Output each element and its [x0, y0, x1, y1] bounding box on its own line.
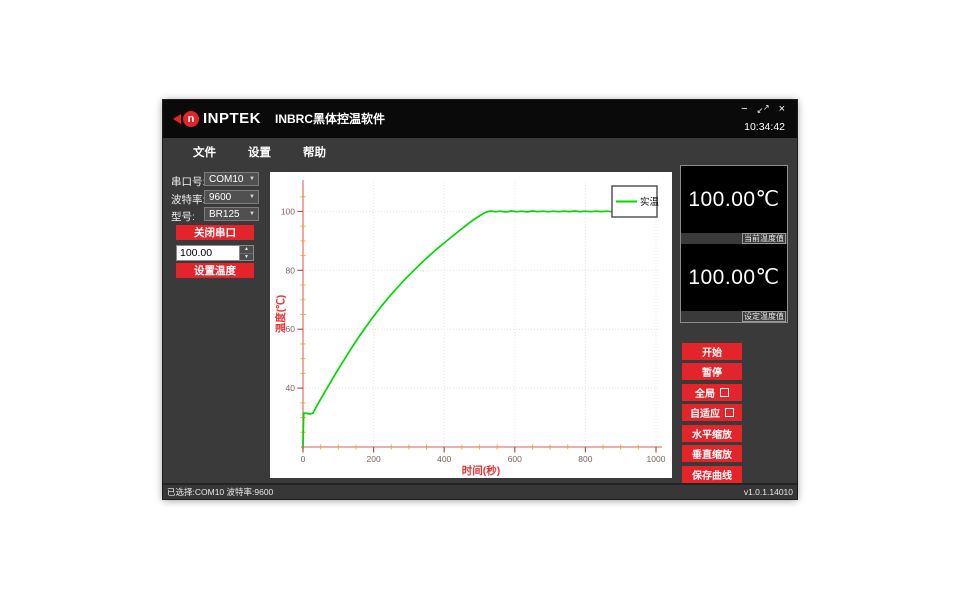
- status-bar: 已选择:COM10 波特率:9600 v1.0.1.14010: [163, 483, 797, 499]
- temperature-input[interactable]: [177, 246, 239, 260]
- brand-name: INPTEK: [203, 110, 262, 127]
- model-label: 型号:: [171, 211, 195, 223]
- start-button[interactable]: 开始: [682, 343, 742, 360]
- brand-logo-icon: n: [183, 110, 199, 127]
- app-title: INBRC黑体控温软件: [275, 112, 386, 126]
- x-tick-label: 600: [508, 454, 522, 464]
- legend-label: 实温: [640, 196, 660, 208]
- x-tick-label: 1000: [647, 454, 666, 464]
- version-label: v1.0.1.14010: [743, 487, 793, 497]
- temperature-displays: 100.00℃ 当前温度值 100.00℃ 设定温度值: [680, 165, 788, 323]
- restore-icon[interactable]: ↗ ↙: [756, 102, 770, 115]
- series-实温: [302, 210, 657, 448]
- chevron-down-icon: ▼: [249, 211, 255, 217]
- temperature-stepper: ▲ ▼: [176, 245, 254, 261]
- global-checkbox[interactable]: [720, 388, 729, 397]
- horizontal-zoom-button[interactable]: 水平缩放: [682, 425, 742, 442]
- x-tick-label: 0: [301, 454, 306, 464]
- setpoint-temperature-display: 100.00℃: [681, 244, 787, 311]
- baud-rate-select[interactable]: 9600 ▼: [204, 190, 259, 204]
- close-port-button[interactable]: 关闭串口: [176, 225, 254, 240]
- minimize-icon[interactable]: −: [741, 103, 748, 115]
- vertical-zoom-button[interactable]: 垂直缩放: [682, 445, 742, 462]
- status-connection: 已选择:COM10 波特率:9600: [167, 487, 274, 497]
- set-temperature-button[interactable]: 设置温度: [176, 263, 254, 278]
- x-axis-title: 时间(秒): [462, 464, 501, 477]
- y-tick-label: 40: [286, 383, 296, 393]
- x-tick-label: 400: [437, 454, 451, 464]
- current-temperature-label: 当前温度值: [742, 233, 786, 244]
- pause-button[interactable]: 暂停: [682, 363, 742, 380]
- current-temperature-display: 100.00℃: [681, 166, 787, 233]
- close-icon[interactable]: ×: [778, 103, 785, 115]
- setpoint-temperature-label: 设定温度值: [742, 311, 786, 322]
- menu-settings[interactable]: 设置: [248, 147, 271, 159]
- baud-rate-label: 波特率:: [171, 194, 206, 206]
- adaptive-button[interactable]: 自适应: [682, 404, 742, 421]
- menu-file[interactable]: 文件: [193, 147, 216, 159]
- window-controls: − ↗ ↙ ×: [741, 102, 785, 116]
- brand-triangle-icon: [173, 113, 181, 124]
- y-tick-label: 60: [286, 324, 296, 334]
- x-tick-label: 800: [578, 454, 592, 464]
- clock: 10:34:42: [744, 121, 785, 133]
- temperature-chart: 0 200 400 600 800 1000 40 60 80 100 时间(秒) 温度(℃) 实温: [270, 172, 672, 478]
- save-curve-button[interactable]: 保存曲线: [682, 466, 742, 483]
- brand: n INPTEK INBRC黑体控温软件: [173, 110, 385, 127]
- y-axis-title: 温度(℃): [274, 295, 287, 334]
- x-tick-label: 200: [367, 454, 381, 464]
- chevron-down-icon: ▼: [249, 176, 255, 182]
- adaptive-checkbox[interactable]: [725, 408, 734, 417]
- global-button[interactable]: 全局: [682, 384, 742, 401]
- title-bar: n INPTEK INBRC黑体控温软件 − ↗ ↙ × 10:34:42: [163, 100, 797, 138]
- spin-down-icon[interactable]: ▼: [240, 253, 253, 260]
- com-port-label: 串口号:: [171, 176, 206, 188]
- com-port-select[interactable]: COM10 ▼: [204, 172, 259, 186]
- y-tick-label: 80: [286, 265, 296, 275]
- menu-bar: 文件 设置 帮助: [163, 138, 797, 166]
- app-window: n INPTEK INBRC黑体控温软件 − ↗ ↙ × 10:34:42 文件…: [163, 100, 797, 499]
- model-select[interactable]: BR125 ▼: [204, 207, 259, 221]
- chevron-down-icon: ▼: [249, 194, 255, 200]
- menu-help[interactable]: 帮助: [303, 147, 326, 159]
- y-tick-label: 100: [281, 206, 295, 216]
- spin-up-icon[interactable]: ▲: [240, 246, 253, 254]
